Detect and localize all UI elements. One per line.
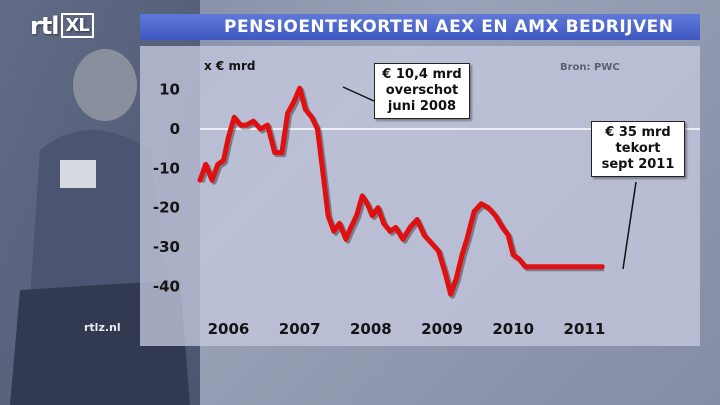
annotation-line: sept 2011 [601,157,675,172]
y-tick-label: 10 [159,81,180,99]
y-tick-label: -10 [153,159,180,177]
y-axis-ticks: 10 0 -10 -20 -30 -40 [153,81,180,296]
chart-title: PENSIOENTEKORTEN AEX EN AMX BEDRIJVEN [224,17,674,37]
annotation-line: € 10,4 mrd [382,67,462,82]
y-tick-label: -20 [153,199,180,217]
annotation-deficit: € 35 mrd tekort sept 2011 [591,121,685,177]
x-tick-label: 2008 [350,320,392,338]
series-group [197,85,605,299]
logo-text: rtl [30,12,60,40]
annotation-surplus: € 10,4 mrd overschot juni 2008 [374,63,470,119]
x-tick-label: 2006 [208,320,250,338]
x-tick-label: 2011 [564,320,606,338]
source-label: Bron: PWC [560,62,620,73]
y-tick-label: -30 [153,238,180,256]
logo-box-text: XL [60,13,94,38]
annotation-line: tekort [615,141,661,156]
y-tick-label: 0 [170,120,180,138]
watermark: rtlz.nl [84,321,121,334]
annotation-line: € 35 mrd [605,125,671,140]
series-line [197,85,605,297]
annotation-line: overschot [385,83,459,98]
callout-pointer-1 [342,86,375,102]
unit-label: x € mrd [204,59,255,73]
x-tick-label: 2010 [492,320,534,338]
callout-pointer-2 [622,181,637,270]
title-bar: PENSIOENTEKORTEN AEX EN AMX BEDRIJVEN [140,14,700,40]
annotation-line: juni 2008 [387,99,457,114]
x-tick-label: 2009 [421,320,463,338]
y-tick-label: -40 [153,277,180,295]
x-tick-label: 2007 [279,320,321,338]
x-axis-ticks: 2006 2007 2008 2009 2010 2011 [208,320,606,338]
channel-logo: rtl XL [30,12,94,40]
line-chart: x € mrd Bron: PWC 100-10-20-30-40 2006 20… [153,59,700,338]
